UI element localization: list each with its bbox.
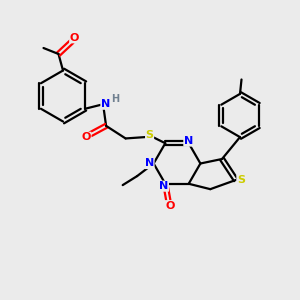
Text: H: H [112, 94, 120, 104]
Text: N: N [101, 99, 110, 109]
Text: S: S [237, 175, 245, 185]
Text: O: O [82, 132, 91, 142]
Text: N: N [184, 136, 193, 146]
Text: N: N [184, 136, 193, 146]
Text: N: N [159, 181, 168, 191]
Text: S: S [146, 130, 154, 140]
Text: O: O [165, 201, 175, 211]
Text: O: O [70, 33, 79, 43]
Text: N: N [145, 158, 154, 169]
